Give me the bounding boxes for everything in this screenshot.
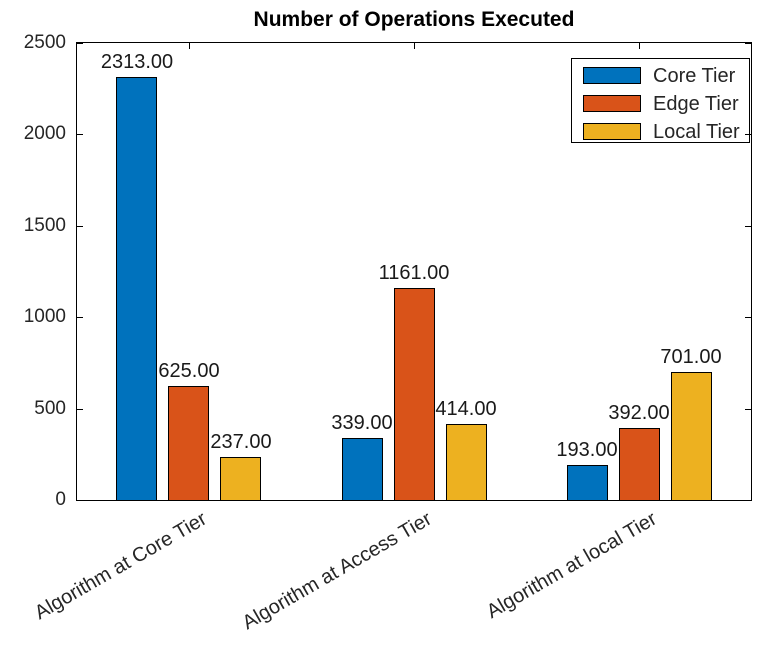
bar-local-tier-algorithm-at-core-tier: [220, 457, 261, 501]
y-tick-label: 1500: [23, 215, 66, 236]
bar-value-label: 625.00: [158, 360, 220, 382]
bar-core-tier-algorithm-at-access-tier: [342, 438, 383, 501]
bar-core-tier-algorithm-at-core-tier: [116, 77, 157, 501]
bar-edge-tier-algorithm-at-local-tier: [619, 428, 660, 501]
y-tick-mark-right: [745, 500, 751, 501]
y-tick-mark-left: [77, 500, 83, 501]
legend-label: Edge Tier: [653, 93, 739, 115]
bar-value-label: 193.00: [556, 439, 618, 461]
bar-value-label: 339.00: [331, 412, 393, 434]
bar-edge-tier-algorithm-at-access-tier: [394, 288, 435, 501]
y-tick-label: 2000: [23, 123, 66, 144]
x-tick-mark-top: [639, 43, 640, 49]
legend-label: Core Tier: [653, 65, 736, 87]
legend-swatch-local-tier: [583, 123, 641, 140]
bar-value-label: 1161.00: [378, 262, 450, 284]
y-tick-mark-right: [745, 317, 751, 318]
y-tick-mark-left: [77, 317, 83, 318]
y-tick-mark-left: [77, 226, 83, 227]
bar-edge-tier-algorithm-at-core-tier: [168, 386, 209, 501]
x-axis-category-label: Algorithm at Core Tier: [31, 507, 211, 625]
chart-title: Number of Operations Executed: [253, 8, 575, 31]
bar-local-tier-algorithm-at-local-tier: [671, 372, 712, 501]
y-tick-mark-left: [77, 134, 83, 135]
y-tick-label: 0: [55, 489, 66, 510]
bar-local-tier-algorithm-at-access-tier: [446, 424, 487, 501]
bar-value-label: 701.00: [660, 346, 722, 368]
legend-label: Local Tier: [653, 121, 740, 143]
legend-swatch-edge-tier: [583, 95, 641, 112]
bar-core-tier-algorithm-at-local-tier: [567, 465, 608, 501]
y-tick-label: 2500: [23, 32, 66, 53]
y-tick-mark-right: [745, 134, 751, 135]
legend-item-edge-tier: Edge Tier: [572, 93, 749, 115]
y-tick-label: 500: [34, 398, 66, 419]
y-tick-mark-left: [77, 43, 83, 44]
y-tick-mark-right: [745, 409, 751, 410]
y-tick-mark-left: [77, 409, 83, 410]
legend-item-local-tier: Local Tier: [572, 121, 749, 143]
y-tick-mark-right: [745, 43, 751, 44]
x-tick-mark-top: [414, 43, 415, 49]
x-tick-mark-top: [189, 43, 190, 49]
y-tick-mark-right: [745, 226, 751, 227]
bar-value-label: 392.00: [608, 402, 670, 424]
legend-swatch-core-tier: [583, 67, 641, 84]
y-tick-label: 1000: [23, 306, 66, 327]
legend-item-core-tier: Core Tier: [572, 65, 749, 87]
bar-value-label: 2313.00: [100, 51, 174, 73]
bar-value-label: 414.00: [435, 398, 497, 420]
bar-value-label: 237.00: [210, 431, 272, 453]
legend: Core Tier Edge Tier Local Tier: [571, 58, 750, 143]
